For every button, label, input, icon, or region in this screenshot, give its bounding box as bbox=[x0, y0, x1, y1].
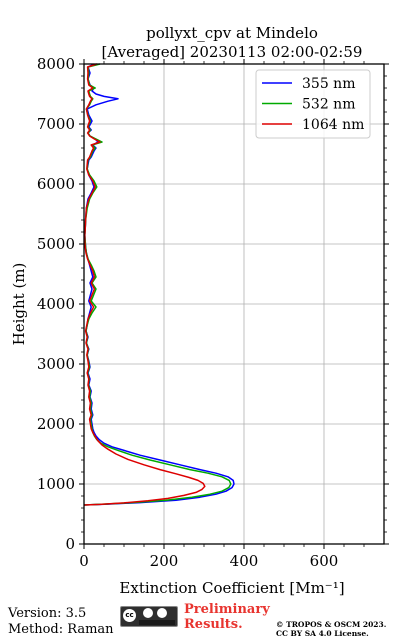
y-tick-label: 3000 bbox=[37, 355, 75, 373]
extinction-chart: pollyxt_cpv at Mindelo [Averaged] 202301… bbox=[10, 24, 389, 597]
copyright-line-2: CC BY SA 4.0 License. bbox=[276, 629, 369, 638]
version-label: Version: 3.5 bbox=[8, 606, 87, 621]
chart-subtitle: [Averaged] 20230113 02:00-02:59 bbox=[102, 43, 363, 61]
cc-icon: cc bbox=[123, 609, 136, 622]
y-tick-label: 1000 bbox=[37, 475, 75, 493]
y-tick-label: 5000 bbox=[37, 235, 75, 253]
y-tick-label: 8000 bbox=[37, 55, 75, 73]
series-line-532-nm bbox=[83, 63, 232, 506]
x-tick-label: 600 bbox=[310, 552, 339, 570]
legend: 355 nm 532 nm 1064 nm bbox=[255, 69, 371, 139]
preliminary-line-2: Results. bbox=[184, 617, 243, 632]
legend-box bbox=[255, 69, 371, 139]
x-tick-label: 200 bbox=[150, 552, 179, 570]
sa-icon bbox=[157, 608, 167, 618]
series-line-355-nm bbox=[83, 63, 235, 506]
x-tick-label: 400 bbox=[230, 552, 259, 570]
legend-label: 355 nm bbox=[302, 76, 355, 92]
copyright-line-1: © TROPOS & OSCM 2023. bbox=[276, 620, 387, 629]
copyright-notice: © TROPOS & OSCM 2023. CC BY SA 4.0 Licen… bbox=[276, 620, 386, 638]
y-tick-label: 0 bbox=[65, 535, 75, 553]
y-tick-label: 2000 bbox=[37, 415, 75, 433]
y-tick-label: 6000 bbox=[37, 175, 75, 193]
x-axis-label: Extinction Coefficient [Mm⁻¹] bbox=[119, 579, 344, 597]
series-line-1064-nm bbox=[83, 63, 206, 506]
preliminary-notice: Preliminary Results. bbox=[184, 602, 270, 632]
y-axis-label: Height (m) bbox=[10, 263, 28, 346]
license-strip bbox=[139, 620, 175, 625]
y-tick-label: 7000 bbox=[37, 115, 75, 133]
preliminary-line-1: Preliminary bbox=[184, 602, 270, 617]
axis-ticks: 0 1000 2000 3000 4000 5000 6000 7000 8000 0 200 400… bbox=[37, 55, 389, 570]
legend-label: 532 nm bbox=[302, 97, 355, 113]
cc-by-sa-icon: cc bbox=[120, 606, 178, 627]
chart-title: pollyxt_cpv at Mindelo bbox=[146, 24, 318, 42]
y-tick-label: 4000 bbox=[37, 295, 75, 313]
x-tick-label: 0 bbox=[79, 552, 89, 570]
by-icon bbox=[143, 608, 153, 618]
series-layer bbox=[83, 63, 235, 506]
legend-label: 1064 nm bbox=[302, 117, 364, 133]
method-label: Method: Raman bbox=[8, 622, 114, 637]
